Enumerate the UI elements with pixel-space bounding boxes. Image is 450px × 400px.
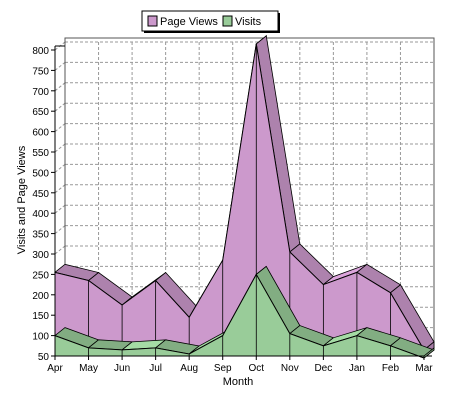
x-axis-label: Month — [223, 376, 254, 388]
y-tick-label: 300 — [32, 250, 49, 261]
y-tick-label: 700 — [32, 87, 49, 98]
legend: Page Views Visits — [141, 10, 280, 33]
x-tick-label: Jun — [114, 363, 130, 374]
y-axis-label: Visits and Page Views — [16, 145, 28, 254]
x-tick-label: Feb — [382, 363, 400, 374]
y-tick-label: 400 — [32, 209, 49, 220]
grid-line-depth — [54, 184, 66, 194]
grid-line-depth — [54, 225, 66, 234]
y-tick-label: 500 — [32, 168, 49, 179]
x-tick-label: Dec — [314, 363, 332, 374]
x-tick-label: Oct — [248, 363, 264, 374]
grid-line-depth — [54, 102, 66, 112]
grid-line-depth — [54, 62, 66, 71]
y-tick-label: 250 — [32, 270, 49, 281]
legend-label-visits: Visits — [235, 16, 262, 28]
legend-swatch-page-views — [147, 15, 158, 27]
x-tick-label: Jul — [149, 363, 162, 374]
y-tick-label: 550 — [32, 148, 49, 159]
x-tick-label: Sep — [214, 363, 232, 374]
tick-labels: 50 100 150 200 250 300 350 400 450 500 550 600 650 70… — [32, 46, 433, 374]
grid-line-depth — [54, 82, 66, 92]
grid-line-depth — [54, 204, 66, 214]
y-tick-label: 450 — [32, 189, 49, 200]
y-tick-label: 600 — [32, 128, 49, 139]
grid-line-depth — [54, 123, 66, 132]
x-tick-label: Apr — [47, 363, 63, 374]
legend-label-page-views: Page Views — [160, 16, 218, 28]
y-tick-label: 200 — [32, 291, 49, 302]
grid-line-depth — [54, 164, 66, 173]
series-visits — [54, 265, 435, 359]
y-tick-label: 100 — [32, 332, 49, 343]
grid-line-depth — [54, 245, 66, 255]
x-tick-label: Nov — [281, 363, 299, 374]
series-areas — [54, 34, 435, 359]
y-tick-label: 150 — [32, 311, 49, 322]
y-tick-label: 50 — [38, 352, 50, 363]
x-tick-label: Mar — [415, 363, 433, 374]
x-tick-label: May — [79, 363, 98, 374]
y-tick-label: 750 — [32, 66, 49, 77]
legend-swatch-visits — [222, 15, 233, 27]
x-tick-label: Jan — [349, 363, 365, 374]
y-tick-label: 650 — [32, 107, 49, 118]
y-tick-label: 350 — [32, 230, 49, 241]
grid-line-depth — [54, 143, 66, 153]
x-tick-label: Aug — [180, 363, 198, 374]
series-page-views — [54, 34, 435, 357]
y-tick-label: 800 — [32, 46, 49, 57]
